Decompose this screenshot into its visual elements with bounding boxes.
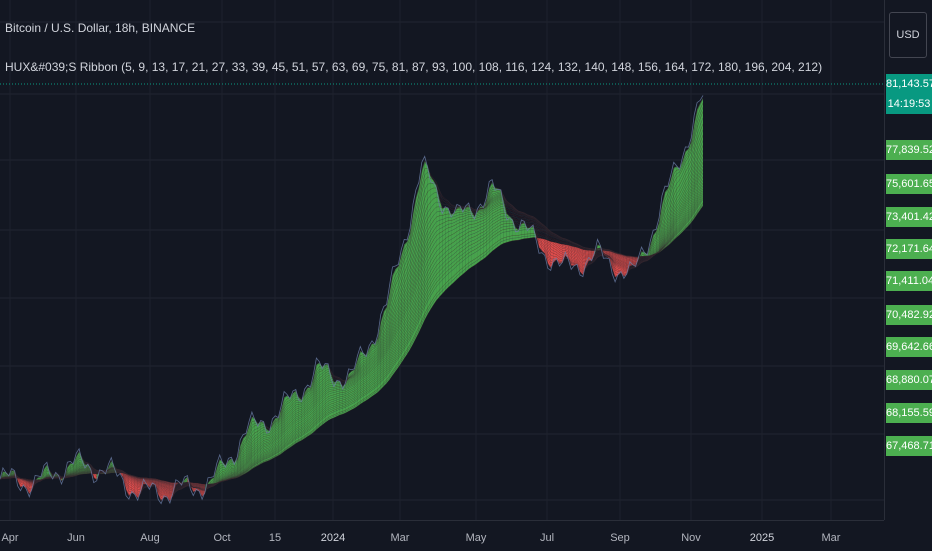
time-tick-label: Oct xyxy=(213,532,230,544)
countdown-label: 14:19:53 xyxy=(886,94,932,114)
ribbon-segment xyxy=(475,211,478,265)
time-tick-label: Mar xyxy=(391,532,410,544)
time-tick-label: Mar xyxy=(822,532,841,544)
ribbon-segment xyxy=(472,211,475,267)
time-tick-label: Sep xyxy=(610,532,630,544)
ma-line xyxy=(0,180,703,488)
time-tick-label: 15 xyxy=(269,532,281,544)
price-tick-label: 68,880.07 xyxy=(886,370,932,390)
chart-area[interactable] xyxy=(0,0,884,520)
price-tick-label: 68,155.59 xyxy=(886,403,932,423)
time-tick-label: 2025 xyxy=(750,532,774,544)
ma-line xyxy=(0,158,703,490)
ribbon-segment xyxy=(448,208,451,288)
ma-line xyxy=(0,183,703,487)
ma-line xyxy=(0,111,703,498)
ma-line xyxy=(0,154,703,491)
ribbon-segment xyxy=(445,207,448,290)
time-tick-label: Jun xyxy=(67,532,85,544)
current-price-label: 81,143.57 xyxy=(886,74,932,94)
ma-line xyxy=(0,135,703,494)
ribbon-segment xyxy=(451,213,454,285)
ma-line xyxy=(0,169,703,489)
time-tick-label: May xyxy=(466,532,487,544)
ma-line xyxy=(0,145,703,492)
ma-line xyxy=(0,107,703,499)
price-tick-label: 69,642.66 xyxy=(886,337,932,357)
time-tick-label: Apr xyxy=(1,532,18,544)
ma-line xyxy=(0,186,703,487)
ma-line xyxy=(0,173,703,489)
ma-line xyxy=(0,189,703,487)
ma-line xyxy=(0,130,703,495)
time-tick-label: Jul xyxy=(540,532,554,544)
price-tick-label: 70,482.92 xyxy=(886,305,932,325)
ma-line xyxy=(0,140,703,493)
ma-line xyxy=(0,99,703,501)
ma-line xyxy=(0,193,703,486)
ribbon-segment xyxy=(428,166,431,315)
ma-line xyxy=(0,103,703,500)
currency-button[interactable]: USD xyxy=(889,12,927,58)
time-tick-label: 2024 xyxy=(321,532,345,544)
ma-line xyxy=(0,166,703,489)
ma-line xyxy=(0,124,703,496)
ma-line xyxy=(0,191,703,486)
symbol-legend[interactable]: Bitcoin / U.S. Dollar, 18h, BINANCE xyxy=(5,21,195,35)
ma-line xyxy=(0,118,703,497)
ma-line xyxy=(0,176,703,488)
price-tick-label: 75,601.65 xyxy=(886,174,932,194)
price-tick-label: 77,839.52 xyxy=(886,140,932,160)
ma-line xyxy=(0,199,703,485)
time-tick-label: Aug xyxy=(140,532,160,544)
price-line xyxy=(0,95,703,503)
ma-line xyxy=(0,162,703,490)
ma-line xyxy=(0,98,703,501)
price-tick-label: 73,401.42 xyxy=(886,207,932,227)
price-tick-label: 71,411.04 xyxy=(886,271,932,291)
time-tick-label: Nov xyxy=(681,532,701,544)
ribbon-segment xyxy=(492,182,495,251)
indicator-legend[interactable]: HUX&#039;S Ribbon (5, 9, 13, 17, 21, 27,… xyxy=(5,60,822,74)
chart-plot[interactable] xyxy=(0,0,884,520)
ma-line xyxy=(0,150,703,492)
price-tick-label: 72,171.64 xyxy=(886,239,932,259)
ribbon-segment xyxy=(463,207,466,274)
price-tick-label: 67,468.71 xyxy=(886,436,932,456)
